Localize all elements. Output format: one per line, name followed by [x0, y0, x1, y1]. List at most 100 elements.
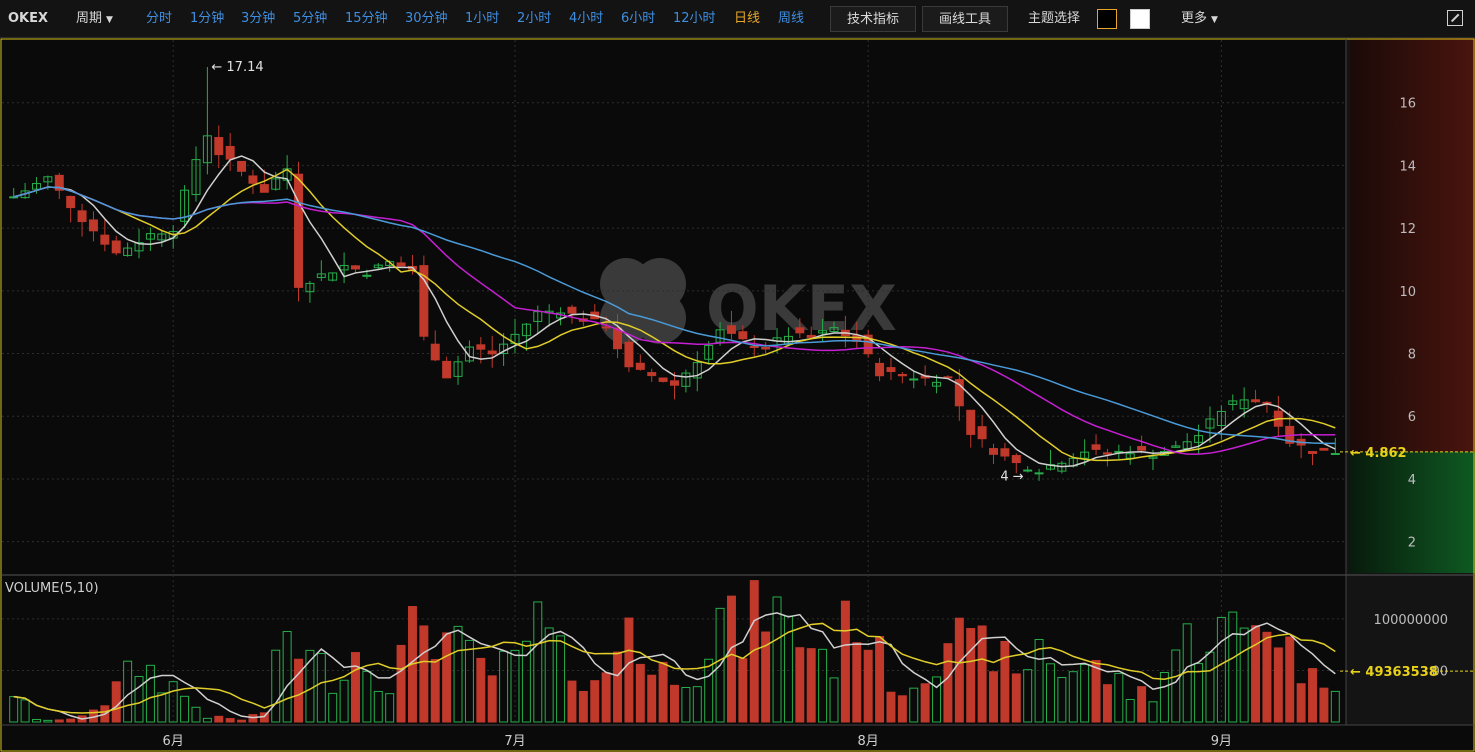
volume-bar [840, 600, 850, 723]
dropdown-caret-icon: ▼ [1211, 15, 1218, 25]
volume-bar [66, 718, 76, 723]
volume-bar [1068, 671, 1078, 723]
candle-body [521, 323, 531, 337]
period-1min[interactable]: 1分钟 [190, 11, 225, 26]
period-5min[interactable]: 5分钟 [293, 11, 328, 26]
candle-body [202, 135, 212, 164]
volume-bar [1080, 664, 1090, 723]
candle-body [909, 378, 919, 381]
volume-bar [396, 644, 406, 723]
volume-bar [852, 642, 862, 723]
volume-bar [237, 719, 247, 723]
period-daily[interactable]: 日线 [734, 11, 761, 26]
volume-bar [613, 651, 623, 723]
candle-body [681, 372, 691, 387]
candle-body [111, 240, 121, 254]
volume-bar [1137, 686, 1147, 723]
more-dropdown[interactable]: 更多 ▼ [1181, 0, 1218, 38]
volume-bar [578, 690, 588, 723]
candle-body [989, 448, 998, 455]
candle-body [54, 174, 64, 191]
theme-dark-swatch[interactable] [1097, 9, 1117, 29]
candle-body [1330, 453, 1340, 456]
volume-bar [681, 687, 691, 723]
candle-body [259, 184, 269, 193]
volume-bar [225, 718, 235, 723]
volume-bar [692, 686, 702, 723]
volume-bar [1034, 639, 1044, 723]
candle-body [761, 346, 771, 350]
volume-bar [989, 671, 998, 723]
period-dropdown[interactable]: 周期 ▼ [76, 0, 113, 38]
volume-bar [373, 690, 383, 723]
period-15min[interactable]: 15分钟 [345, 11, 388, 26]
period-weekly[interactable]: 周线 [778, 11, 805, 26]
volume-bar [453, 625, 463, 723]
candle-body [77, 210, 87, 223]
period-label: 周期 [76, 11, 103, 26]
candle-body [886, 367, 896, 373]
candle-body [123, 247, 133, 256]
volume-bar [1159, 672, 1169, 723]
candle-body [1308, 451, 1318, 454]
candle-body [476, 344, 486, 350]
kline-chart[interactable]: OKEX161412108642100000000500000006月7月8月9… [0, 38, 1475, 752]
volume-axis-panel [1346, 575, 1475, 725]
candle-body [1239, 399, 1249, 410]
last-volume-label: ← 49363538 [1350, 665, 1438, 680]
volume-bar [1011, 673, 1021, 723]
candle-body [100, 234, 110, 245]
price-tick-label: 14 [1399, 159, 1416, 174]
period-4h[interactable]: 4小时 [569, 11, 604, 26]
candle-body [932, 381, 942, 387]
period-1h[interactable]: 1小时 [465, 11, 500, 26]
period-3min[interactable]: 3分钟 [241, 11, 276, 26]
volume-bar [590, 680, 600, 723]
volume-bar [157, 692, 167, 723]
volume-bar [658, 661, 668, 723]
candle-body [1057, 462, 1067, 472]
brand-logo: OKEX [8, 11, 49, 26]
drawing-tools-button[interactable]: 画线工具 [922, 6, 1008, 32]
candle-body [670, 380, 679, 386]
volume-bar [1171, 649, 1181, 723]
candle-body [1125, 453, 1135, 459]
ma-line [13, 155, 1336, 468]
volume-bar [271, 649, 281, 723]
volume-bar [20, 699, 30, 723]
period-30min[interactable]: 30分钟 [405, 11, 448, 26]
volume-bar [738, 658, 748, 723]
volume-bar [1228, 611, 1238, 723]
candle-body [738, 331, 748, 340]
time-tick-label: 6月 [163, 734, 184, 749]
period-6h[interactable]: 6小时 [621, 11, 656, 26]
candle-body [1137, 446, 1147, 451]
volume-bar [521, 640, 531, 723]
volume-bar [715, 607, 725, 723]
candle-body [1194, 435, 1204, 443]
candle-body [795, 327, 805, 334]
candle-body [1000, 448, 1010, 457]
period-2h[interactable]: 2小时 [517, 11, 552, 26]
candle-body [613, 327, 623, 350]
indicators-button[interactable]: 技术指标 [830, 6, 916, 32]
toolbar: OKEX 周期 ▼ 分时 1分钟 3分钟 5分钟 15分钟 30分钟 1小时 2小… [0, 0, 1475, 38]
period-12h[interactable]: 12小时 [673, 11, 716, 26]
fullscreen-icon[interactable] [1447, 10, 1463, 26]
volume-bar [567, 680, 577, 723]
volume-ma-line [13, 622, 1336, 714]
candle-body [897, 373, 907, 377]
volume-bar [726, 595, 736, 723]
time-tick-label: 8月 [858, 734, 879, 749]
volume-bar [385, 693, 395, 723]
period-fenshi[interactable]: 分时 [146, 11, 173, 26]
theme-light-swatch[interactable] [1130, 9, 1150, 29]
candle-body [419, 265, 429, 337]
volume-bar [670, 684, 679, 723]
candle-body [1034, 472, 1044, 475]
last-volume-bg [1348, 662, 1432, 681]
volume-bar [932, 676, 942, 723]
volume-bar [875, 636, 885, 723]
max-price-annotation: ← 17.14 [211, 60, 263, 75]
candle-body [829, 327, 839, 332]
